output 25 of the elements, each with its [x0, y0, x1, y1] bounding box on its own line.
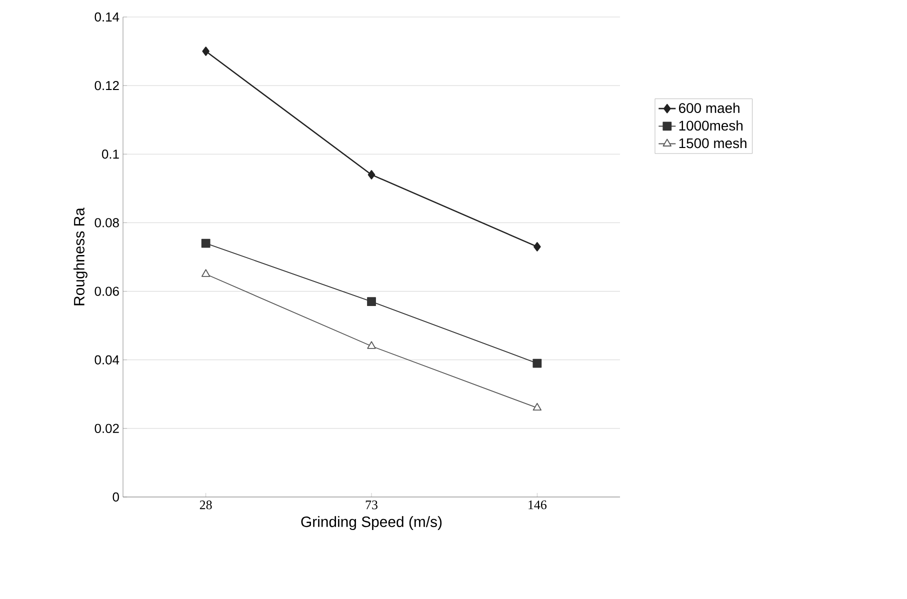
legend-label: 1000mesh [679, 120, 743, 131]
point [367, 341, 376, 349]
y-tick-label: 0.02 [94, 424, 119, 434]
point [368, 170, 376, 180]
x-tick-label: 73 [366, 500, 378, 510]
point [201, 269, 210, 277]
y-tick-label: 0.12 [94, 80, 119, 90]
x-axis-title: Grinding Speed (m/s) [301, 516, 442, 530]
y-axis-title: Roughness Ra [74, 208, 88, 306]
y-tick-label: 0.04 [94, 355, 120, 364]
y-tick-label: 0.06 [94, 286, 119, 296]
point [367, 297, 376, 306]
point [202, 46, 210, 56]
legend-label: 600 maeh [678, 102, 740, 114]
point [532, 402, 542, 411]
point [201, 238, 210, 248]
x-tick-label: 28 [200, 500, 212, 510]
legend-label: 1500 mesh [679, 138, 746, 148]
point [532, 358, 542, 368]
point [534, 242, 541, 252]
x-tick-label: 146 [528, 500, 546, 510]
y-tick-label: 0.14 [94, 12, 120, 22]
y-tick-label: 0.08 [94, 218, 119, 228]
y-tick-label: 0 [112, 492, 119, 502]
y-tick-label: 0.1 [102, 150, 119, 159]
